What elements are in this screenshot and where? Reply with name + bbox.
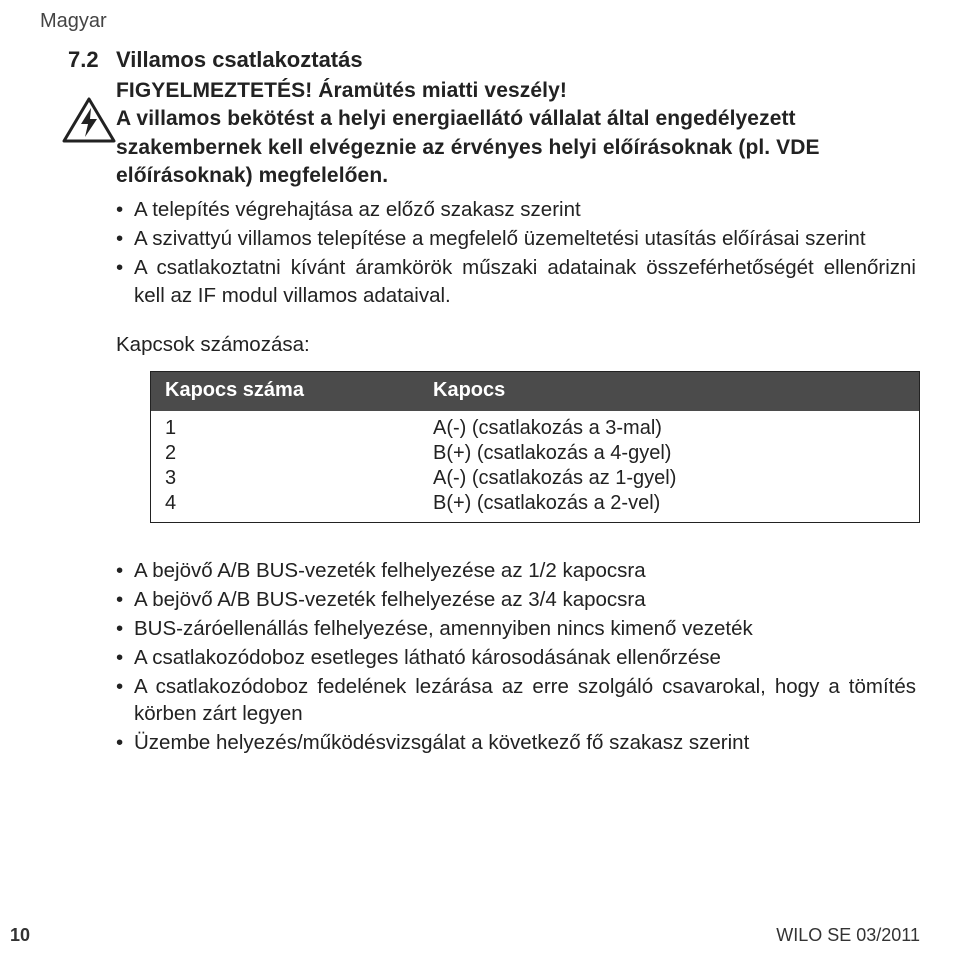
- list-item: BUS-záróellenállás felhelyezése, amennyi…: [116, 615, 916, 642]
- cell-num: 3: [151, 466, 419, 491]
- cell-val: B(+) (csatlakozás a 4-gyel): [419, 441, 919, 466]
- page: Magyar 7.2 Villamos csatlakoztatás FIGYE…: [0, 0, 960, 960]
- col-header-number: Kapocs száma: [151, 372, 419, 411]
- section-title: Villamos csatlakoztatás: [116, 47, 363, 73]
- cell-num: 2: [151, 441, 419, 466]
- table-header-row: Kapocs száma Kapocs: [151, 372, 919, 411]
- top-bullets: A telepítés végrehajtása az előző szakas…: [116, 196, 916, 308]
- list-item: Üzembe helyezés/működésvizsgálat a követ…: [116, 729, 916, 756]
- language-label: Magyar: [40, 10, 920, 33]
- col-header-terminal: Kapocs: [419, 372, 919, 411]
- list-item: A csatlakozódoboz esetleges látható káro…: [116, 644, 916, 671]
- list-item: A csatlakoztatni kívánt áramkörök műszak…: [116, 254, 916, 308]
- bottom-bullets: A bejövő A/B BUS-vezeték felhelyezése az…: [116, 557, 916, 756]
- doc-id: WILO SE 03/2011: [776, 925, 920, 946]
- cell-val: B(+) (csatlakozás a 2-vel): [419, 491, 919, 522]
- list-item: A bejövő A/B BUS-vezeték felhelyezése az…: [116, 557, 916, 584]
- list-item: A csatlakozódoboz fedelének lezárása az …: [116, 673, 916, 727]
- terminals-table: Kapocs száma Kapocs 1 A(-) (csatlakozás …: [150, 371, 920, 523]
- cell-num: 4: [151, 491, 419, 522]
- cell-val: A(-) (csatlakozás az 1-gyel): [419, 466, 919, 491]
- list-item: A szivattyú villamos telepítése a megfel…: [116, 225, 916, 252]
- page-number: 10: [10, 925, 30, 946]
- table-row: 1 A(-) (csatlakozás a 3-mal): [151, 411, 919, 441]
- warning-electric-icon: [62, 97, 116, 143]
- warning-title: FIGYELMEZTETÉS! Áramütés miatti veszély!: [116, 79, 567, 102]
- table-row: 3 A(-) (csatlakozás az 1-gyel): [151, 466, 919, 491]
- table-row: 4 B(+) (csatlakozás a 2-vel): [151, 491, 919, 522]
- table-row: 2 B(+) (csatlakozás a 4-gyel): [151, 441, 919, 466]
- warning-block: FIGYELMEZTETÉS! Áramütés miatti veszély!…: [62, 77, 920, 190]
- section-header: 7.2 Villamos csatlakoztatás: [68, 47, 920, 73]
- warning-text: FIGYELMEZTETÉS! Áramütés miatti veszély!…: [116, 77, 920, 190]
- list-item: A bejövő A/B BUS-vezeték felhelyezése az…: [116, 586, 916, 613]
- cell-val: A(-) (csatlakozás a 3-mal): [419, 411, 919, 441]
- terminals-label: Kapcsok számozása:: [116, 333, 916, 357]
- list-item: A telepítés végrehajtása az előző szakas…: [116, 196, 916, 223]
- warning-body: A villamos bekötést a helyi energiaellát…: [116, 107, 820, 187]
- top-bullet-block: A telepítés végrehajtása az előző szakas…: [116, 196, 916, 756]
- cell-num: 1: [151, 411, 419, 441]
- section-number: 7.2: [68, 47, 116, 73]
- page-footer: 10 WILO SE 03/2011: [0, 925, 960, 946]
